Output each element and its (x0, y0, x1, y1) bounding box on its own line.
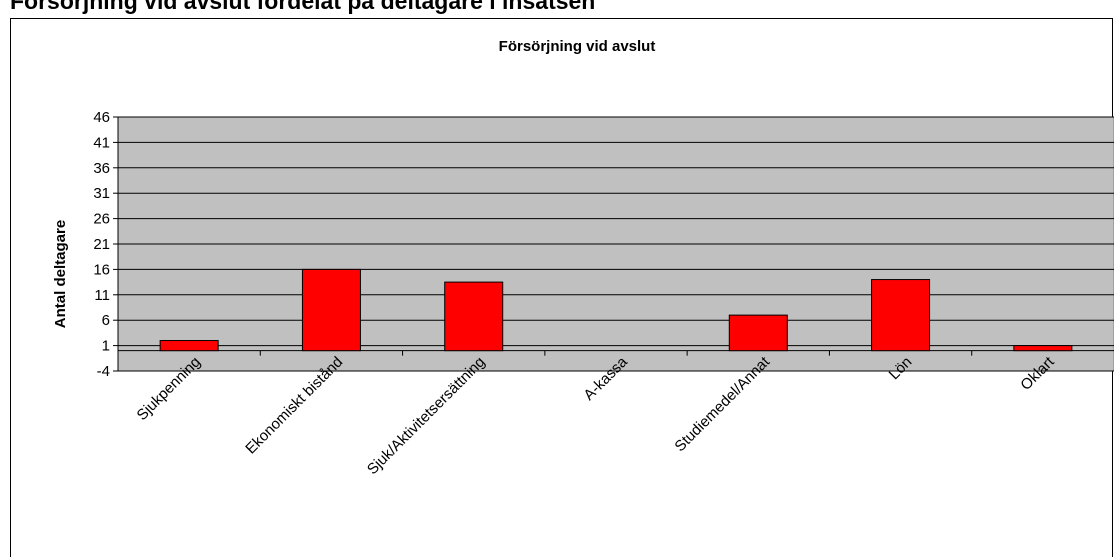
y-tick-label: -4 (97, 363, 110, 380)
y-tick-label: 11 (94, 287, 110, 304)
bar (728, 314, 788, 352)
bar (871, 279, 931, 352)
y-tick-label: 6 (102, 312, 110, 329)
y-tick-label: 41 (93, 134, 110, 151)
gridlines (118, 116, 1114, 372)
y-axis-label: Antal deltagare (52, 220, 69, 328)
x-tick-label: Sjuk/Aktivitetsersättning (364, 353, 489, 478)
y-tick-label: 36 (93, 160, 110, 177)
y-tick-label: 26 (93, 211, 110, 228)
y-tick-label: 21 (93, 236, 110, 253)
y-tick-label: 46 (93, 109, 110, 126)
x-axis (117, 117, 1114, 371)
chart-title: Försörjning vid avslut (499, 38, 656, 55)
bar-chart: Försörjning vid avslut -4161116212631364… (52, 38, 1114, 478)
bar (1013, 345, 1073, 352)
bar (159, 340, 219, 352)
y-tick-label: 31 (93, 185, 110, 202)
chart-frame: Försörjning vid avslut -4 1 6 11 16 21 26 31 36 4… (10, 18, 1114, 557)
bar (301, 268, 361, 352)
x-axis-labels: Sjukpenning Ekonomiskt bistånd Sjuk/Aktivi… (134, 353, 1059, 478)
bar (444, 281, 504, 352)
page-heading: Försörjning vid avslut fördelat på delta… (10, 0, 596, 14)
y-tick-label: 16 (93, 261, 110, 278)
bars (159, 268, 1073, 352)
y-tick-label: 1 (102, 338, 110, 355)
